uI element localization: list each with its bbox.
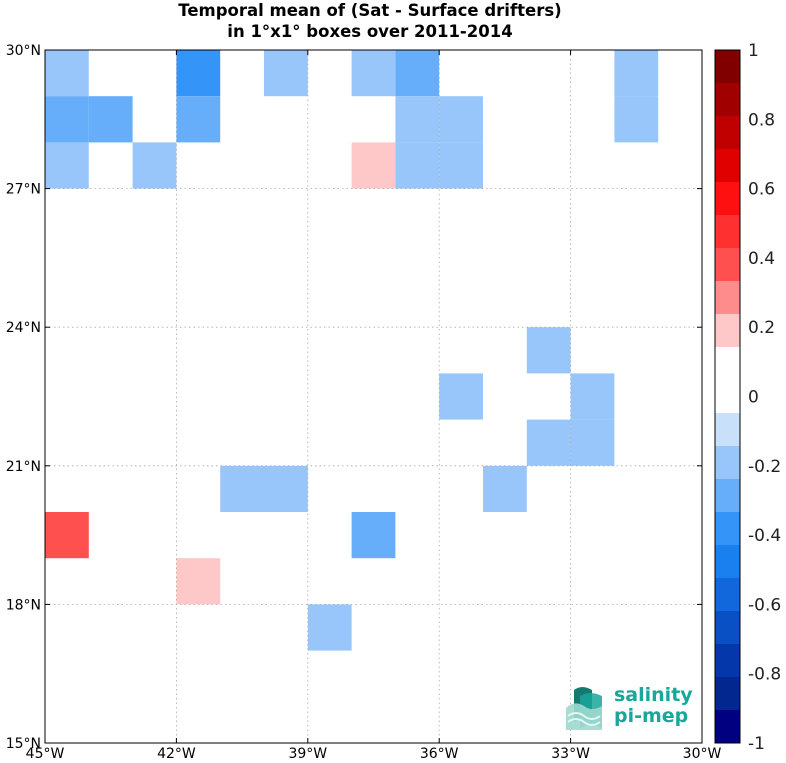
colorbar-segment	[715, 248, 740, 282]
colorbar-segment	[715, 50, 740, 84]
colorbar-segment	[715, 677, 740, 711]
lat-tick-label: 24°N	[6, 320, 41, 336]
colorbar-tick-label: 0.8	[748, 110, 775, 130]
colorbar-segment	[715, 281, 740, 315]
colorbar-tick-label: -1	[748, 734, 765, 754]
heatmap-cell	[264, 465, 308, 512]
heatmap-cell	[351, 512, 396, 559]
map-title-line2: in 1°x1° boxes over 2011-2014	[227, 22, 513, 41]
heatmap-cell	[88, 96, 133, 143]
latitude-axis: 30°N 27°N 24°N 21°N 18°N 15°N	[6, 43, 702, 752]
heatmap-cell	[395, 96, 440, 143]
colorbar-tick-label: -0.6	[748, 595, 781, 615]
heatmap-cell	[526, 419, 571, 466]
heatmap-cell	[439, 373, 483, 420]
colorbar-tick-label: -0.8	[748, 665, 781, 685]
colorbar-segment	[715, 710, 740, 744]
colorbar-tick-label: 0.2	[748, 318, 775, 338]
colorbar-ticks: 1 0.8 0.6 0.4 0.2 0 -0.2 -0.4 -0.6 -0.8 -1	[748, 41, 781, 754]
colorbar-segment	[715, 611, 740, 645]
lat-tick-label: 30°N	[6, 43, 41, 59]
logo-text-pi-mep: pi-mep	[614, 705, 689, 727]
heatmap-cell	[351, 142, 396, 189]
heatmap-cell	[483, 465, 527, 512]
colorbar-segment	[715, 347, 740, 381]
map-title-line1: Temporal mean of (Sat - Surface drifters…	[178, 1, 562, 20]
heatmap-cell	[132, 142, 177, 189]
colorbar-segment	[715, 215, 740, 249]
heatmap-cell	[570, 373, 615, 420]
lon-tick-label: 45°W	[26, 746, 65, 762]
colorbar-segment	[715, 512, 740, 546]
colorbar-tick-label: 0.6	[748, 180, 775, 200]
map-frame	[44, 49, 703, 744]
colorbar-segment	[715, 644, 740, 678]
heatmap-cell	[45, 50, 89, 97]
longitude-axis: 45°W 42°W 39°W 36°W 33°W 30°W	[26, 50, 722, 762]
colorbar-tick-label: 1	[748, 41, 759, 61]
colorbar-segment	[715, 380, 740, 414]
heatmap-cell	[614, 50, 659, 97]
logo-text-salinity: salinity	[614, 684, 693, 706]
lat-tick-label: 18°N	[6, 597, 41, 613]
heatmap-cell	[176, 558, 221, 605]
colorbar-tick-label: -0.2	[748, 457, 781, 477]
map-title: Temporal mean of (Sat - Surface drifters…	[0, 0, 740, 42]
heatmap-cell	[351, 50, 396, 97]
colorbar-segment	[715, 116, 740, 150]
heatmap-cell	[395, 50, 440, 97]
lon-tick-label: 33°W	[551, 746, 590, 762]
lat-tick-label: 27°N	[6, 182, 41, 198]
salinity-pi-mep-logo: salinity pi-mep	[562, 682, 693, 732]
heatmap-cell	[395, 142, 440, 189]
lon-tick-label: 39°W	[288, 746, 327, 762]
colorbar-segment	[715, 182, 740, 216]
colorbar-segment	[715, 545, 740, 579]
heatmap-cell	[176, 50, 221, 97]
colorbar-segment	[715, 446, 740, 480]
lat-tick-label: 21°N	[6, 459, 41, 475]
colorbar-tick-label: 0	[748, 388, 759, 408]
heatmap-cell	[45, 96, 89, 143]
heatmap-cells	[45, 50, 659, 651]
colorbar-tick-label: -0.4	[748, 526, 781, 546]
colorbar-tick-label: 0.4	[748, 249, 775, 269]
lon-tick-label: 42°W	[157, 746, 196, 762]
colorbar-segment	[715, 578, 740, 612]
lon-tick-label: 30°W	[683, 746, 722, 762]
colorbar-segment	[715, 149, 740, 183]
heatmap-cell	[526, 327, 571, 374]
heatmap-cell	[220, 465, 264, 512]
colorbar-segment	[715, 479, 740, 513]
heatmap-cell	[439, 96, 483, 143]
colorbar-segment	[715, 83, 740, 117]
heatmap-cell	[439, 142, 483, 189]
heatmap-cell	[176, 96, 221, 143]
colorbar	[714, 49, 741, 744]
colorbar-segment	[715, 413, 740, 447]
colorbar-segment	[715, 314, 740, 348]
colorbar-frame	[714, 49, 741, 744]
wave-logo-icon	[566, 687, 602, 730]
heatmap-cell	[45, 512, 89, 559]
heatmap-cell	[45, 142, 89, 189]
lon-tick-label: 36°W	[420, 746, 459, 762]
heatmap-cell	[570, 419, 615, 466]
heatmap-cell	[614, 96, 659, 143]
heatmap-cell	[264, 50, 308, 97]
lat-tick-label: 15°N	[6, 736, 41, 752]
heatmap-cell	[307, 604, 352, 651]
